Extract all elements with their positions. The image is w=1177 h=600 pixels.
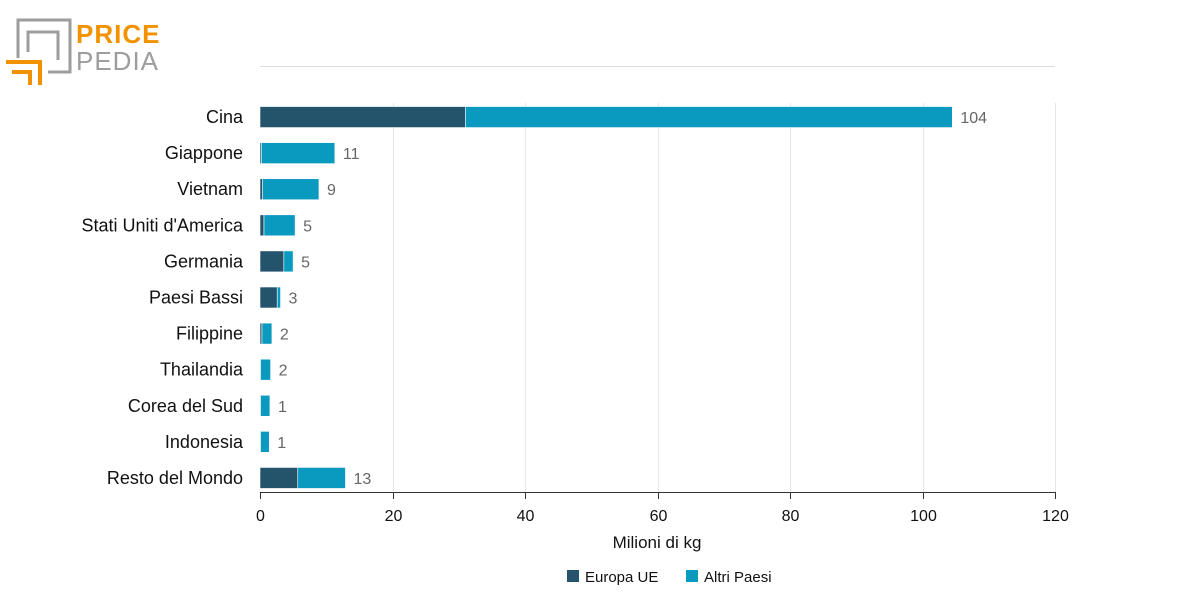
bar-segment-europa-ue	[259, 250, 285, 273]
bar-segment-altri-paesi	[262, 178, 320, 201]
total-value-label: 11	[343, 146, 360, 163]
bar-segment-europa-ue	[259, 214, 265, 237]
total-value-label: 3	[289, 291, 298, 308]
logo-frame-outer	[16, 18, 72, 74]
x-axis-title: Milioni di kg	[613, 533, 702, 552]
x-tick-label: 60	[650, 508, 668, 525]
total-value-label: 2	[280, 327, 289, 344]
logo-text-pedia: PEDIA	[76, 46, 159, 76]
legend-swatch-altri-paesi	[686, 570, 698, 582]
bar-segment-altri-paesi	[276, 286, 281, 309]
total-value-label: 13	[353, 471, 371, 488]
x-tick-label: 0	[256, 508, 265, 525]
bar-segment-altri-paesi	[283, 250, 294, 273]
total-value-label: 1	[278, 399, 287, 416]
category-label: Corea del Sud	[128, 396, 243, 416]
category-label: Cina	[206, 107, 244, 127]
category-label: Filippine	[176, 324, 243, 344]
x-tick-label: 40	[517, 508, 535, 525]
bar-segment-europa-ue	[259, 467, 299, 489]
x-tick-label: 20	[385, 508, 403, 525]
gridlines	[393, 103, 1056, 492]
logo-text-price: PRICE	[76, 19, 160, 49]
bar-segment-europa-ue	[259, 286, 278, 309]
category-labels: Cina Giappone Vietnam Stati Uniti d'America…	[82, 107, 244, 488]
x-tick-label: 120	[1042, 508, 1069, 525]
category-label: Stati Uniti d'America	[82, 215, 244, 235]
logo-frame-inner	[26, 30, 60, 60]
legend-label: Europa UE	[585, 569, 658, 586]
bar-segment-europa-ue	[259, 106, 466, 128]
bar-segment-altri-paesi	[261, 322, 273, 345]
total-value-label: 9	[327, 182, 336, 199]
bar-segment-altri-paesi	[260, 358, 271, 381]
logo-corner-orange-outer	[6, 60, 42, 85]
logo-corner-orange-inner	[12, 70, 32, 85]
bar-segment-altri-paesi	[263, 214, 296, 237]
bar-segment-altri-paesi	[465, 106, 953, 128]
total-value-label: 2	[279, 363, 288, 380]
bar-segment-altri-paesi	[297, 467, 346, 489]
total-value-label: 1	[277, 435, 286, 452]
total-value-label: 5	[301, 254, 310, 271]
category-label: Germania	[164, 251, 244, 271]
legend: Europa UE Altri Paesi	[567, 569, 772, 586]
x-tick-label: 80	[782, 508, 800, 525]
pricepedia-logo: PRICE PEDIA	[6, 18, 160, 85]
category-label: Paesi Bassi	[149, 288, 243, 308]
total-value-label: 5	[303, 218, 312, 235]
x-tick-label: 100	[910, 508, 937, 525]
bar-segment-altri-paesi	[260, 431, 270, 453]
bar-segment-europa-ue	[259, 178, 263, 201]
legend-swatch-europa-ue	[567, 570, 579, 582]
bar-segment-altri-paesi	[261, 142, 336, 164]
category-label: Giappone	[165, 143, 243, 163]
category-label: Indonesia	[165, 432, 244, 452]
legend-label: Altri Paesi	[704, 569, 772, 586]
bar-segment-altri-paesi	[260, 394, 271, 417]
x-axis: 0 20 40 60 80 100 120	[256, 492, 1069, 525]
category-label: Resto del Mondo	[107, 468, 243, 488]
category-label: Vietnam	[177, 179, 243, 199]
total-value-label: 104	[960, 110, 987, 127]
category-label: Thailandia	[160, 360, 244, 380]
bars	[259, 106, 953, 489]
